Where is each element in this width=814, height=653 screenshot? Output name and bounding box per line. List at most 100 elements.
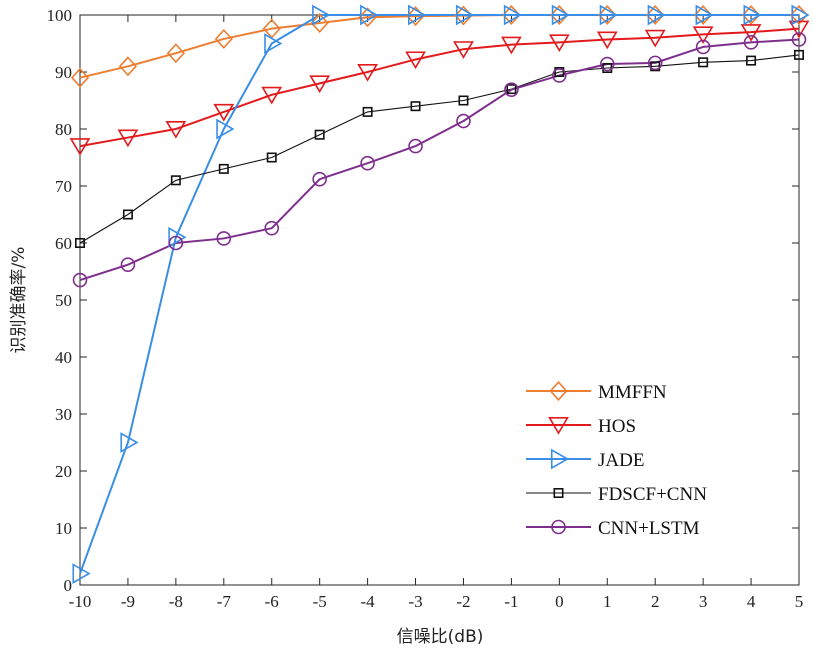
x-tick-label: -6 bbox=[265, 592, 279, 611]
data-point bbox=[218, 163, 229, 174]
y-tick-label: 40 bbox=[55, 348, 72, 367]
data-point bbox=[120, 432, 139, 453]
legend-label: FDSCF+CNN bbox=[598, 484, 707, 505]
data-point bbox=[458, 95, 469, 106]
data-point bbox=[408, 138, 423, 154]
data-point bbox=[647, 4, 666, 26]
axis-ticks: -10 -9 -8 -7 -6 -5 -4 -3 -2 -1 0 1 2 3 4 50102030405060… bbox=[47, 6, 804, 611]
legend-label: CNN+LSTM bbox=[598, 518, 700, 539]
data-point bbox=[310, 12, 329, 33]
series-line-jade bbox=[79, 14, 799, 574]
legend-marker bbox=[553, 487, 564, 498]
legend-marker bbox=[550, 448, 570, 470]
data-point bbox=[362, 106, 373, 117]
x-tick-label: -5 bbox=[313, 592, 327, 611]
x-tick-label: -4 bbox=[361, 592, 376, 611]
y-tick-label: 60 bbox=[55, 234, 72, 253]
data-point bbox=[216, 118, 235, 140]
data-point bbox=[695, 4, 714, 26]
data-point bbox=[170, 175, 181, 186]
data-point bbox=[698, 57, 709, 68]
data-point bbox=[793, 49, 804, 60]
data-point bbox=[264, 33, 283, 54]
data-point bbox=[410, 101, 421, 112]
data-point bbox=[261, 86, 283, 105]
legend: MMFFN HOS JADE FDSCF+CNN CNN+LSTM bbox=[526, 381, 707, 539]
data-point bbox=[743, 4, 762, 26]
data-point bbox=[72, 563, 91, 584]
x-tick-label: -8 bbox=[169, 592, 183, 611]
legend-label: HOS bbox=[598, 416, 636, 437]
y-axis-label: 识别准确率/% bbox=[9, 247, 29, 354]
data-point bbox=[455, 4, 475, 26]
data-point bbox=[407, 4, 427, 26]
data-point bbox=[216, 231, 232, 246]
data-point bbox=[596, 31, 618, 50]
data-point bbox=[405, 51, 426, 70]
data-point bbox=[552, 68, 567, 83]
data-point bbox=[740, 24, 762, 42]
legend-marker bbox=[548, 416, 569, 435]
data-point bbox=[120, 257, 136, 272]
y-tick-label: 0 bbox=[64, 576, 73, 595]
data-point bbox=[453, 41, 474, 59]
x-tick-label: 5 bbox=[795, 592, 804, 611]
data-point bbox=[358, 7, 377, 28]
data-point bbox=[692, 26, 714, 45]
data-point bbox=[314, 129, 325, 140]
data-point bbox=[168, 235, 184, 251]
legend-label: JADE bbox=[598, 450, 644, 471]
x-axis-label: 信噪比(dB) bbox=[397, 627, 484, 647]
x-tick-label: 0 bbox=[555, 592, 564, 611]
data-point bbox=[650, 61, 661, 72]
data-point bbox=[122, 209, 133, 220]
data-point bbox=[266, 152, 277, 163]
data-point bbox=[166, 43, 185, 64]
series-markers bbox=[69, 4, 810, 584]
data-point bbox=[456, 113, 471, 129]
x-tick-label: 4 bbox=[747, 592, 756, 611]
data-point bbox=[168, 226, 187, 248]
x-tick-label: 3 bbox=[699, 592, 708, 611]
data-point bbox=[551, 4, 570, 26]
series-line-fdscf-cnn bbox=[79, 54, 800, 244]
data-point bbox=[360, 4, 379, 26]
x-tick-label: -7 bbox=[217, 592, 232, 611]
x-tick-label: -2 bbox=[456, 592, 470, 611]
data-point bbox=[503, 4, 523, 26]
data-point bbox=[357, 64, 378, 82]
data-point bbox=[309, 75, 331, 94]
data-point bbox=[647, 55, 663, 71]
data-point bbox=[504, 82, 519, 97]
y-tick-label: 10 bbox=[55, 519, 72, 538]
data-point bbox=[360, 155, 375, 171]
series-line-cnn-lstm bbox=[79, 38, 800, 282]
legend-marker bbox=[551, 519, 566, 535]
data-point bbox=[599, 56, 615, 72]
x-tick-label: -3 bbox=[408, 592, 422, 611]
data-point bbox=[695, 39, 711, 55]
y-tick-label: 100 bbox=[47, 6, 73, 25]
data-point bbox=[264, 220, 280, 236]
data-point bbox=[214, 28, 233, 49]
series-lines bbox=[79, 14, 800, 574]
data-point bbox=[791, 4, 810, 26]
data-point bbox=[501, 36, 522, 55]
x-tick-label: 2 bbox=[651, 592, 660, 611]
y-tick-label: 80 bbox=[55, 120, 72, 139]
data-point bbox=[791, 32, 807, 47]
data-point bbox=[165, 121, 187, 139]
data-point bbox=[118, 56, 138, 77]
y-tick-label: 90 bbox=[55, 63, 72, 82]
data-point bbox=[554, 67, 565, 78]
data-point bbox=[72, 272, 88, 288]
data-point bbox=[75, 238, 86, 249]
data-point bbox=[117, 129, 139, 148]
x-tick-label: -9 bbox=[121, 592, 135, 611]
data-point bbox=[746, 55, 757, 66]
y-tick-label: 30 bbox=[55, 405, 72, 424]
data-point bbox=[743, 35, 759, 50]
y-tick-label: 70 bbox=[55, 177, 72, 196]
data-point bbox=[70, 67, 90, 88]
